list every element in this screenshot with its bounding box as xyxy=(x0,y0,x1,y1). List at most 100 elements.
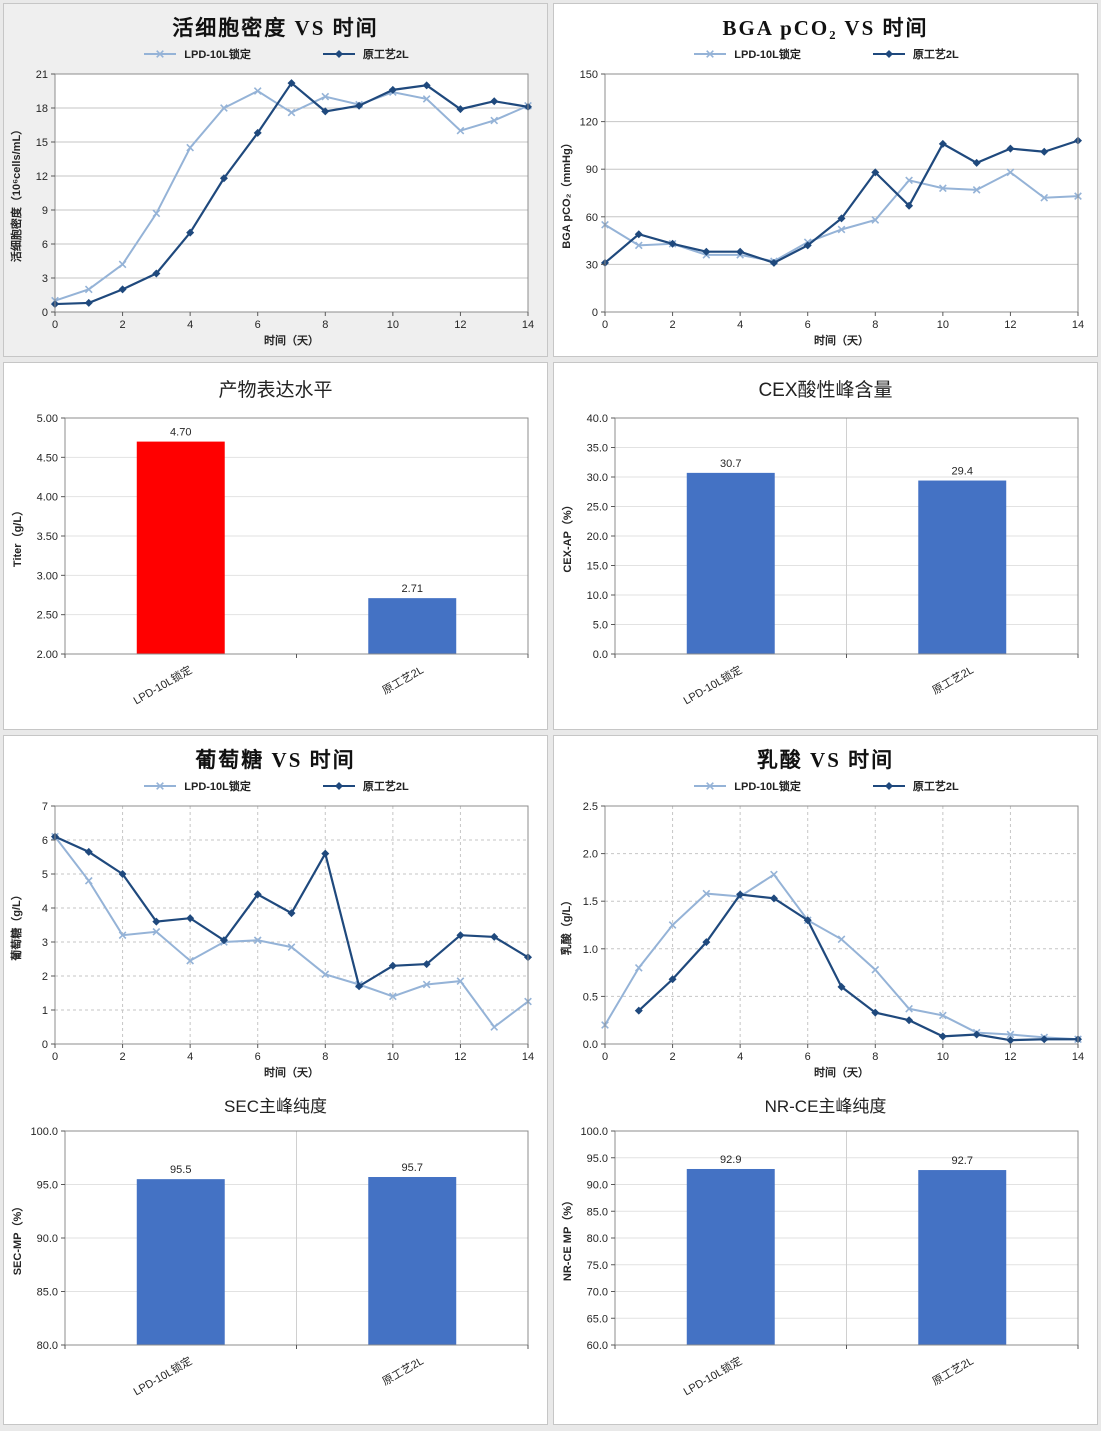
legend-item: 原工艺2L xyxy=(871,778,959,794)
svg-text:活细胞密度（10⁶cells/mL）: 活细胞密度（10⁶cells/mL） xyxy=(9,124,23,262)
legend-line-x-marker-icon xyxy=(144,50,177,58)
svg-text:120: 120 xyxy=(580,117,598,129)
legend-label: LPD-10L锁定 xyxy=(734,781,801,793)
svg-text:80.0: 80.0 xyxy=(37,1340,58,1352)
svg-text:85.0: 85.0 xyxy=(587,1206,608,1218)
svg-text:4.70: 4.70 xyxy=(170,427,191,439)
svg-text:4: 4 xyxy=(187,1051,193,1063)
svg-text:原工艺2L: 原工艺2L xyxy=(380,1354,426,1388)
svg-text:12: 12 xyxy=(36,171,48,183)
svg-text:5.00: 5.00 xyxy=(37,413,58,425)
panel-glucose-and-sec: 葡萄糖 VS 时间 LPD-10L锁定 原工艺2L 0 1 2 3 4 5 6 7 0 2 4 6 8 10… xyxy=(3,735,548,1425)
bga-pco2-chart: 0 30 60 90 120 150 0 2 4 6 8 10 12 14 时间（天） BGA pCO₂（mm… xyxy=(560,69,1084,347)
chart-title-viable-cell-density: 活细胞密度 VS 时间 xyxy=(172,16,379,40)
svg-text:4.00: 4.00 xyxy=(37,492,58,504)
svg-text:8: 8 xyxy=(322,1051,328,1063)
svg-text:LPD-10L锁定: LPD-10L锁定 xyxy=(131,662,195,707)
svg-text:4: 4 xyxy=(42,903,48,915)
svg-text:4: 4 xyxy=(737,1051,743,1063)
legend-viable-cell-density: LPD-10L锁定 原工艺2L xyxy=(6,42,545,66)
chart-title-bga-pco2: BGA pCO₂ VS 时间 xyxy=(722,16,929,40)
cex-acidic-peak-chart: 30.7 29.4 0.0 5.0 10.0 15.0 20.0 25.0 30.0 35.0 40… xyxy=(561,413,1079,707)
svg-text:葡萄糖（g/L）: 葡萄糖（g/L） xyxy=(9,889,23,962)
svg-text:LPD-10L锁定: LPD-10L锁定 xyxy=(681,662,745,707)
svg-text:5: 5 xyxy=(42,869,48,881)
svg-text:14: 14 xyxy=(1072,319,1084,331)
svg-text:5.0: 5.0 xyxy=(593,620,608,632)
svg-text:30.7: 30.7 xyxy=(720,458,741,470)
svg-text:2: 2 xyxy=(42,971,48,983)
legend-label: LPD-10L锁定 xyxy=(184,781,251,793)
legend-label: LPD-10L锁定 xyxy=(734,49,801,61)
svg-text:0.0: 0.0 xyxy=(583,1039,598,1051)
subchart-glucose: 葡萄糖 VS 时间 LPD-10L锁定 原工艺2L 0 1 2 3 4 5 6 7 0 2 4 6 8 10… xyxy=(6,738,545,1084)
svg-text:95.5: 95.5 xyxy=(170,1164,191,1176)
svg-text:LPD-10L锁定: LPD-10L锁定 xyxy=(131,1353,195,1398)
svg-text:3.00: 3.00 xyxy=(37,570,58,582)
svg-text:0: 0 xyxy=(42,1039,48,1051)
svg-text:30.0: 30.0 xyxy=(587,472,608,484)
legend-line-diamond-marker-icon xyxy=(322,50,355,58)
legend-item: LPD-10L锁定 xyxy=(692,46,801,62)
svg-text:NR-CE MP（%）: NR-CE MP（%） xyxy=(561,1195,574,1281)
legend-label: 原工艺2L xyxy=(362,781,409,793)
legend-bga-pco2: LPD-10L锁定 原工艺2L xyxy=(556,42,1095,66)
svg-text:8: 8 xyxy=(322,319,328,331)
svg-text:1.0: 1.0 xyxy=(583,944,598,956)
svg-text:0: 0 xyxy=(52,1051,58,1063)
svg-text:2.71: 2.71 xyxy=(402,583,423,595)
chart-title-lactate: 乳酸 VS 时间 xyxy=(756,748,895,772)
svg-text:2.5: 2.5 xyxy=(583,801,598,813)
svg-text:9: 9 xyxy=(42,205,48,217)
svg-text:90: 90 xyxy=(586,164,598,176)
svg-text:Titer（g/L）: Titer（g/L） xyxy=(11,505,24,567)
svg-text:0: 0 xyxy=(52,319,58,331)
svg-text:95.7: 95.7 xyxy=(402,1162,423,1174)
svg-text:150: 150 xyxy=(580,69,598,81)
legend-label: 原工艺2L xyxy=(912,781,959,793)
panel-viable-cell-density: 活细胞密度 VS 时间 LPD-10L锁定 原工艺2L 0 3 6 9 12 15 18 21 0… xyxy=(3,3,548,357)
svg-text:29.4: 29.4 xyxy=(952,466,973,478)
svg-text:30: 30 xyxy=(586,259,598,271)
svg-text:95.0: 95.0 xyxy=(587,1153,608,1165)
legend-line-diamond-marker-icon xyxy=(322,782,355,790)
chart-title-titer: 产物表达水平 xyxy=(218,380,333,401)
svg-text:乳酸（g/L）: 乳酸（g/L） xyxy=(559,895,573,956)
chart-title-nrce-purity: NR-CE主峰纯度 xyxy=(764,1097,887,1116)
svg-text:70.0: 70.0 xyxy=(587,1287,608,1299)
legend-item: LPD-10L锁定 xyxy=(142,46,251,62)
panel-cex-acidic-peak: CEX酸性峰含量 30.7 29.4 0.0 5.0 10.0 15.0 20.0 25.0 3… xyxy=(553,362,1098,730)
svg-text:14: 14 xyxy=(1072,1051,1084,1063)
svg-text:3.50: 3.50 xyxy=(37,531,58,543)
svg-text:10: 10 xyxy=(937,319,949,331)
svg-text:SEC-MP（%）: SEC-MP（%） xyxy=(11,1201,24,1276)
svg-text:100.0: 100.0 xyxy=(30,1126,58,1138)
svg-text:8: 8 xyxy=(872,1051,878,1063)
svg-text:10.0: 10.0 xyxy=(587,590,608,602)
svg-text:0.0: 0.0 xyxy=(593,649,608,661)
svg-text:14: 14 xyxy=(522,319,534,331)
svg-text:60: 60 xyxy=(586,212,598,224)
svg-text:6: 6 xyxy=(805,1051,811,1063)
panel-lactate-and-nrce: 乳酸 VS 时间 LPD-10L锁定 原工艺2L 0.0 0.5 1.0 1.5 2.0 2… xyxy=(553,735,1098,1425)
svg-text:65.0: 65.0 xyxy=(587,1313,608,1325)
svg-text:14: 14 xyxy=(522,1051,534,1063)
svg-text:8: 8 xyxy=(872,319,878,331)
svg-text:15: 15 xyxy=(36,137,48,149)
chart-title-sec-purity: SEC主峰纯度 xyxy=(224,1097,327,1116)
chart-title-cex-acidic-peak: CEX酸性峰含量 xyxy=(758,380,893,401)
svg-text:20.0: 20.0 xyxy=(587,531,608,543)
panel-bga-pco2: BGA pCO₂ VS 时间 LPD-10L锁定 原工艺2L 0 30 60 90 120… xyxy=(553,3,1098,357)
svg-text:6: 6 xyxy=(42,239,48,251)
svg-text:92.7: 92.7 xyxy=(952,1155,973,1167)
svg-text:2: 2 xyxy=(120,319,126,331)
svg-text:10: 10 xyxy=(387,319,399,331)
svg-text:0: 0 xyxy=(602,319,608,331)
svg-text:4: 4 xyxy=(737,319,743,331)
svg-text:12: 12 xyxy=(1004,319,1016,331)
svg-text:6: 6 xyxy=(255,319,261,331)
titer-chart: 4.70 2.71 2.00 2.50 3.00 3.50 4.00 4.50 5.00 LPD-… xyxy=(11,413,529,707)
legend-line-x-marker-icon xyxy=(694,50,727,58)
